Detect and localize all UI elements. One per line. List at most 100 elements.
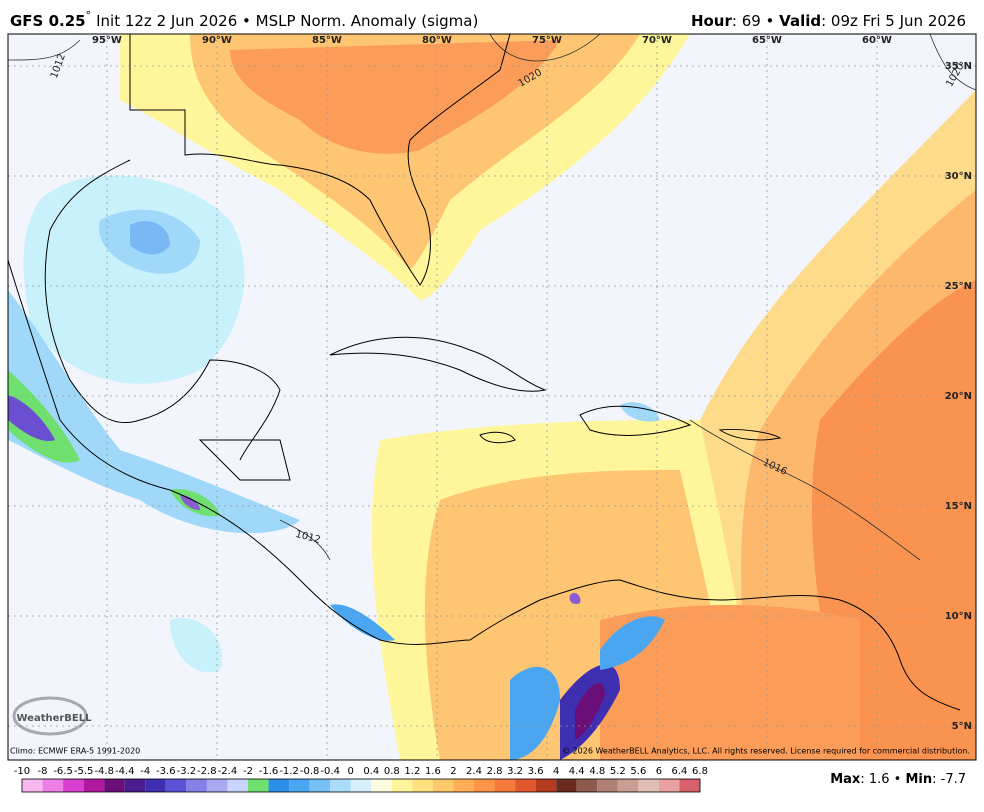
coastline-yucatan xyxy=(198,439,291,481)
colorbar-label: -2.8 xyxy=(197,766,217,777)
longitude-label: 70°W xyxy=(642,35,672,46)
colorbar-swatch xyxy=(330,779,351,792)
colorbar-label: 5.6 xyxy=(630,766,646,777)
coastline-us xyxy=(129,34,511,286)
graticule xyxy=(8,34,976,760)
colorbar-swatch xyxy=(412,779,433,792)
colorbar-label: -4 xyxy=(140,766,150,777)
colorbar-label: -2 xyxy=(243,766,253,777)
shade-blue xyxy=(330,604,395,641)
colorbar-swatch xyxy=(658,779,680,792)
longitude-label: 60°W xyxy=(862,35,892,46)
value-text: : 69 • xyxy=(732,12,779,30)
colorbar-label: -6.5 xyxy=(53,766,73,777)
longitude-label: 85°W xyxy=(312,35,342,46)
colorbar-swatch xyxy=(227,779,248,792)
shade-blue xyxy=(600,616,665,670)
isobar xyxy=(689,419,921,561)
latitude-label: 15°N xyxy=(945,501,972,512)
label-text: Valid xyxy=(779,12,821,30)
colorbar-label: 1.2 xyxy=(404,766,420,777)
colorbar-swatch xyxy=(638,779,659,792)
longitude-label: 65°W xyxy=(752,35,782,46)
colorbar-label: 5.2 xyxy=(610,766,626,777)
colorbar-swatch xyxy=(63,779,84,792)
climo-note: Climo: ECMWF ERA-5 1991-2020 xyxy=(10,747,140,756)
shade-purple xyxy=(569,592,581,605)
shade-orange xyxy=(230,40,560,154)
latitude-label: 10°N xyxy=(945,611,972,622)
map-labels: 95°W 90°W 85°W 80°W 75°W 70°W 65°W 60°W 35°N 30°N… xyxy=(49,35,972,732)
colorbar-label: -0.4 xyxy=(320,766,340,777)
colorbar-label: -8 xyxy=(38,766,48,777)
label-text: Max xyxy=(830,772,861,787)
shade-cyan xyxy=(170,618,222,673)
latitude-label: 30°N xyxy=(945,171,972,182)
longitude-label: 80°W xyxy=(422,35,452,46)
colorbar-label: 3.2 xyxy=(507,766,523,777)
colorbar-swatch xyxy=(186,779,207,792)
title-rest: Init 12z 2 Jun 2026 • MSLP Norm. Anomaly… xyxy=(96,12,478,30)
longitude-label: 95°W xyxy=(92,35,122,46)
title-degree: ° xyxy=(86,9,92,22)
colorbar-swatch xyxy=(289,779,310,792)
isobar xyxy=(489,34,601,62)
shade-green xyxy=(8,370,80,463)
latitude-label: 20°N xyxy=(945,391,972,402)
shade-light-blue xyxy=(8,290,300,534)
shade-purple xyxy=(575,683,605,740)
coastline-hispaniola xyxy=(579,405,692,436)
coastline-puerto-rico xyxy=(718,429,782,441)
isobar xyxy=(929,34,976,91)
colorbar-swatch xyxy=(124,779,146,792)
colorbar-swatch xyxy=(597,779,618,792)
colorbar-swatch xyxy=(432,779,454,792)
coastline-jamaica xyxy=(479,431,516,444)
colorbar-swatch xyxy=(371,779,392,792)
value-text: : 09z Fri 5 Jun 2026 xyxy=(821,12,966,30)
colorbar-swatch xyxy=(350,779,372,792)
colorbar-swatch xyxy=(617,779,639,792)
coastline-central-south-america xyxy=(8,259,961,711)
colorbar-swatch xyxy=(391,779,413,792)
colorbar-swatch xyxy=(576,779,598,792)
colorbar-swatch xyxy=(535,779,557,792)
max-min: Max: 1.6 • Min: -7.7 xyxy=(830,772,966,787)
map-frame xyxy=(7,33,977,761)
logo-text: WeatherBELL xyxy=(16,713,92,724)
colorbar-swatch xyxy=(453,779,474,792)
colorbar-frame xyxy=(21,778,701,793)
longitude-label: 90°W xyxy=(202,35,232,46)
header-valid: Hour: 69 • Valid: 09z Fri 5 Jun 2026 xyxy=(691,12,966,30)
colorbar-label: -0.8 xyxy=(300,766,320,777)
label-text: Min xyxy=(905,772,932,787)
colorbar-swatch xyxy=(248,779,269,792)
title-model: GFS 0.25 xyxy=(10,12,86,30)
logo: WeatherBELL xyxy=(12,696,92,736)
colorbar-label: 6.4 xyxy=(672,766,688,777)
header-title: GFS 0.25° Init 12z 2 Jun 2026 • MSLP Norm… xyxy=(10,9,478,30)
colorbar-swatch xyxy=(556,779,577,792)
colorbar-swatch xyxy=(22,779,43,792)
isobar xyxy=(279,519,331,561)
colorbar-label: -4.8 xyxy=(94,766,114,777)
colorbar-label: 2.4 xyxy=(466,766,482,777)
colorbar-label: 6 xyxy=(656,766,662,777)
colorbar-swatch xyxy=(145,779,166,792)
longitude-label: 75°W xyxy=(532,35,562,46)
colorbar-label: 4.8 xyxy=(589,766,605,777)
shade-orange xyxy=(600,605,860,760)
shade-blue xyxy=(130,221,170,255)
colorbar-label: 4.4 xyxy=(569,766,585,777)
colorbar-label: -3.2 xyxy=(177,766,197,777)
colorbar-label: 3.6 xyxy=(528,766,544,777)
colorbar: -10 -8 -6.5 -5.5 -4.8 -4.4 -4 -3.6 -3.2 -2.8 -2.4-… xyxy=(14,766,708,793)
colorbar-label: 2.8 xyxy=(487,766,503,777)
colorbar-label: 0.8 xyxy=(384,766,400,777)
latitude-label: 25°N xyxy=(945,281,972,292)
coastline-cuba xyxy=(329,336,547,392)
colorbar-swatch xyxy=(309,779,331,792)
colorbar-swatch xyxy=(206,779,228,792)
map-field xyxy=(8,34,976,760)
